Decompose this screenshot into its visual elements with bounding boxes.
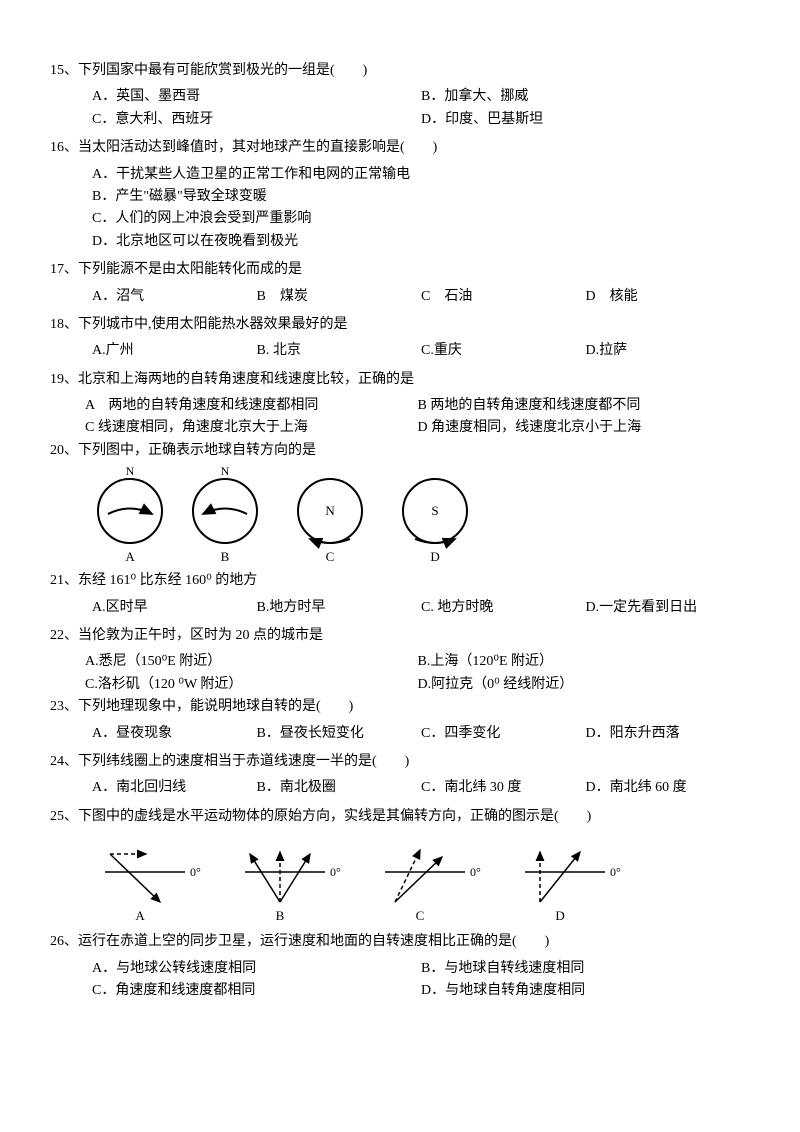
q20-d-label: D — [430, 549, 439, 564]
q26-opt-a: A．与地球公转线速度相同 — [92, 958, 421, 980]
q16-opt-a: A．干扰某些人造卫星的正常工作和电网的正常输电 — [92, 164, 750, 186]
q22-options2: C.洛杉矶（120 ⁰W 附近） D.阿拉克（0⁰ 经线附近） — [50, 674, 750, 696]
q25-a-label: A — [135, 908, 145, 923]
q25-zero-b: 0° — [330, 865, 341, 879]
q22-options: A.悉尼（150⁰E 附近） B.上海（120⁰E 附近） — [50, 651, 750, 673]
q20-diagram: N A N B N C S D — [80, 466, 500, 566]
q21-options: A.区时早 B.地方时早 C. 地方时晚 D.一定先看到日出 — [50, 597, 750, 619]
q17-opt-c: C 石油 — [421, 286, 586, 308]
q18-stem: 18、下列城市中,使用太阳能热水器效果最好的是 — [50, 314, 750, 336]
q22-opt-a: A.悉尼（150⁰E 附近） — [85, 651, 418, 673]
q21-opt-c: C. 地方时晚 — [421, 597, 586, 619]
q17-options: A．沼气 B 煤炭 C 石油 D 核能 — [50, 286, 750, 308]
q19-opt-b: B 两地的自转角速度和线速度都不同 — [418, 395, 751, 417]
q18-opt-d: D.拉萨 — [586, 340, 751, 362]
q21-stem: 21、东经 161⁰ 比东经 160⁰ 的地方 — [50, 570, 750, 592]
q17-opt-d: D 核能 — [586, 286, 751, 308]
q18-options: A.广州 B. 北京 C.重庆 D.拉萨 — [50, 340, 750, 362]
q24-options: A．南北回归线 B．南北极圈 C．南北纬 30 度 D．南北纬 60 度 — [50, 777, 750, 799]
q15-stem: 15、下列国家中最有可能欣赏到极光的一组是( ) — [50, 60, 750, 82]
q19-opt-a: A 两地的自转角速度和线速度都相同 — [85, 395, 418, 417]
q21-opt-a: A.区时早 — [92, 597, 257, 619]
q20-b-label: B — [221, 549, 230, 564]
q19-options2: C 线速度相同，角速度北京大于上海 D 角速度相同，线速度北京小于上海 — [50, 417, 750, 439]
q20-n-label2: N — [221, 466, 230, 478]
q25-diagram: 0° A 0° B 0° C 0° D — [80, 832, 640, 927]
q15-options: A．英国、墨西哥 B．加拿大、挪威 C．意大利、西班牙 D．印度、巴基斯坦 — [50, 86, 750, 131]
q26-stem: 26、运行在赤道上空的同步卫星，运行速度和地面的自转速度相比正确的是( ) — [50, 931, 750, 953]
q23-opt-a: A．昼夜现象 — [92, 723, 257, 745]
q25-b-label: B — [276, 908, 285, 923]
q15-opt-d: D．印度、巴基斯坦 — [421, 109, 750, 131]
q15-opt-b: B．加拿大、挪威 — [421, 86, 750, 108]
q22-stem: 22、当伦敦为正午时，区时为 20 点的城市是 — [50, 625, 750, 647]
q24-opt-c: C．南北纬 30 度 — [421, 777, 586, 799]
q24-opt-b: B．南北极圈 — [257, 777, 422, 799]
q25-d-label: D — [555, 908, 564, 923]
q16-stem: 16、当太阳活动达到峰值时，其对地球产生的直接影响是( ) — [50, 137, 750, 159]
q19-opt-c: C 线速度相同，角速度北京大于上海 — [85, 417, 418, 439]
q18-opt-c: C.重庆 — [421, 340, 586, 362]
q18-opt-b: B. 北京 — [257, 340, 422, 362]
q17-stem: 17、下列能源不是由太阳能转化而成的是 — [50, 259, 750, 281]
q15-opt-a: A．英国、墨西哥 — [92, 86, 421, 108]
q24-stem: 24、下列纬线圈上的速度相当于赤道线速度一半的是( ) — [50, 751, 750, 773]
q17-opt-a: A．沼气 — [92, 286, 257, 308]
q20-c-label: C — [326, 549, 335, 564]
q20-stem: 20、下列图中，正确表示地球自转方向的是 — [50, 440, 750, 462]
q16-options: A．干扰某些人造卫星的正常工作和电网的正常输电 B．产生"磁暴"导致全球变暖 C… — [50, 164, 750, 254]
q26-opt-d: D．与地球自转角速度相同 — [421, 980, 750, 1002]
q23-opt-c: C．四季变化 — [421, 723, 586, 745]
q26-opt-c: C．角速度和线速度都相同 — [92, 980, 421, 1002]
q22-opt-d: D.阿拉克（0⁰ 经线附近） — [418, 674, 751, 696]
q19-opt-d: D 角速度相同，线速度北京小于上海 — [418, 417, 751, 439]
q16-opt-c: C．人们的网上冲浪会受到严重影响 — [92, 208, 750, 230]
q21-opt-b: B.地方时早 — [257, 597, 422, 619]
q20-a-label: A — [125, 549, 135, 564]
q26-opt-b: B．与地球自转线速度相同 — [421, 958, 750, 980]
q21-opt-d: D.一定先看到日出 — [586, 597, 751, 619]
q25-c-label: C — [416, 908, 425, 923]
q23-opt-d: D．阳东升西落 — [586, 723, 751, 745]
q26-options: A．与地球公转线速度相同 B．与地球自转线速度相同 C．角速度和线速度都相同 D… — [50, 958, 750, 1003]
q20-s-label: S — [431, 503, 438, 518]
q22-opt-b: B.上海（120⁰E 附近） — [418, 651, 751, 673]
q19-options: A 两地的自转角速度和线速度都相同 B 两地的自转角速度和线速度都不同 — [50, 395, 750, 417]
q25-zero-a: 0° — [190, 865, 201, 879]
q24-opt-a: A．南北回归线 — [92, 777, 257, 799]
q20-n-label: N — [126, 466, 135, 478]
q16-opt-d: D．北京地区可以在夜晚看到极光 — [92, 231, 750, 253]
q23-opt-b: B．昼夜长短变化 — [257, 723, 422, 745]
q25-zero-d: 0° — [610, 865, 621, 879]
q25-zero-c: 0° — [470, 865, 481, 879]
q22-opt-c: C.洛杉矶（120 ⁰W 附近） — [85, 674, 418, 696]
q16-opt-b: B．产生"磁暴"导致全球变暖 — [92, 186, 750, 208]
q19-stem: 19、北京和上海两地的自转角速度和线速度比较，正确的是 — [50, 369, 750, 391]
q25-stem: 25、下图中的虚线是水平运动物体的原始方向，实线是其偏转方向，正确的图示是( ) — [50, 806, 750, 828]
q18-opt-a: A.广州 — [92, 340, 257, 362]
q23-stem: 23、下列地理现象中，能说明地球自转的是( ) — [50, 696, 750, 718]
q17-opt-b: B 煤炭 — [257, 286, 422, 308]
q23-options: A．昼夜现象 B．昼夜长短变化 C．四季变化 D．阳东升西落 — [50, 723, 750, 745]
q15-opt-c: C．意大利、西班牙 — [92, 109, 421, 131]
q24-opt-d: D．南北纬 60 度 — [586, 777, 751, 799]
q20-n-label3: N — [325, 503, 335, 518]
